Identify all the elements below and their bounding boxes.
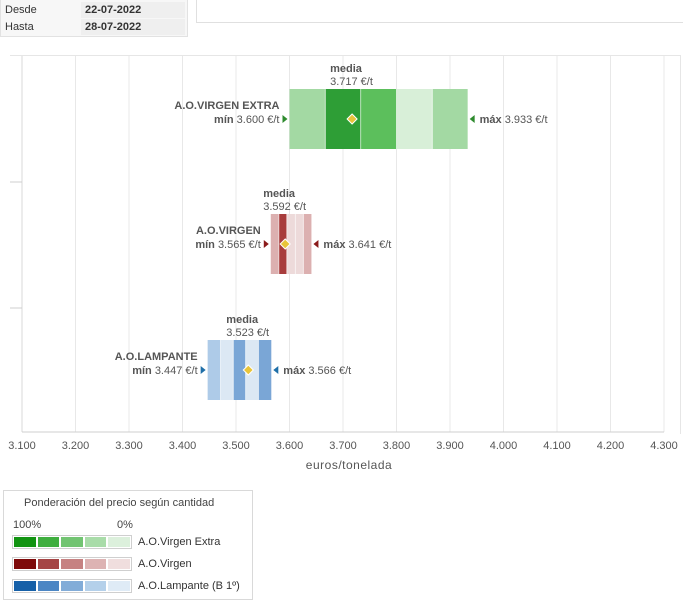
legend-item: A.O.Virgen Extra: [12, 535, 252, 551]
desde-row: Desde 22-07-2022: [1, 2, 187, 18]
x-tick-label: 4.300: [650, 440, 678, 452]
range-band: [295, 214, 304, 274]
legend-swatch-segment: [14, 581, 36, 591]
hasta-value[interactable]: 28-07-2022: [81, 19, 185, 35]
date-filter-panel: Desde 22-07-2022 Hasta 28-07-2022: [0, 0, 188, 37]
x-tick-label: 3.500: [222, 440, 250, 452]
max-marker: [273, 366, 279, 374]
x-tick-label: 3.200: [62, 440, 90, 452]
mean-value-label: 3.523 €/t: [226, 327, 269, 339]
range-band: [233, 340, 246, 400]
legend-swatch-segment: [84, 559, 107, 569]
max-marker: [469, 115, 475, 123]
top-panel: [196, 0, 683, 23]
x-axis-label: euros/tonelada: [306, 458, 392, 472]
mean-marker: [279, 238, 291, 250]
legend-title: Ponderación del precio según cantidad: [24, 497, 215, 509]
x-tick-label: 3.800: [383, 440, 411, 452]
range-band: [303, 214, 312, 274]
legend-swatch: [12, 535, 132, 549]
mean-value-label: 3.717 €/t: [330, 76, 373, 88]
legend-swatch-segment: [37, 581, 60, 591]
legend-item-label: A.O.Virgen Extra: [138, 536, 221, 548]
legend-swatch-segment: [84, 537, 107, 547]
legend-swatch-segment: [108, 559, 130, 569]
legend-swatch-segment: [108, 581, 130, 591]
mean-marker: [242, 364, 255, 376]
price-range-chart: 3.100 3.200 3.300 3.400 3.500 3.600 3.700 3.800…: [8, 56, 678, 472]
range-band: [360, 89, 397, 149]
max-value-label: máx 3.641 €/t: [323, 239, 391, 251]
legend-item-label: A.O.Lampante (B 1º): [138, 580, 240, 592]
series-name: A.O.LAMPANTE: [115, 351, 198, 363]
range-band: [258, 340, 272, 400]
legend-swatch-segment: [61, 559, 83, 569]
mean-value-label: 3.592 €/t: [263, 201, 306, 213]
range-band: [432, 89, 468, 149]
min-marker: [200, 366, 206, 374]
legend-panel: Ponderación del precio según cantidad 10…: [3, 490, 253, 600]
legend-swatch-segment: [37, 537, 60, 547]
x-tick-label: 4.200: [597, 440, 625, 452]
legend-swatch: [12, 579, 132, 593]
range-band: [289, 89, 326, 149]
hasta-row: Hasta 28-07-2022: [1, 19, 187, 35]
min-value-label: mín 3.600 €/t: [214, 114, 279, 126]
min-marker: [263, 240, 269, 248]
series-name: A.O.VIRGEN EXTRA: [174, 100, 279, 112]
legend-swatch: [12, 557, 132, 571]
mean-marker: [346, 113, 358, 125]
max-marker: [313, 240, 319, 248]
mean-title-label: media: [226, 314, 259, 326]
mean-title-label: media: [330, 63, 363, 75]
legend-100-label: 100%: [13, 519, 42, 531]
legend-swatch-segment: [61, 581, 83, 591]
x-tick-label: 3.600: [276, 440, 304, 452]
x-tick-label: 3.900: [436, 440, 464, 452]
legend-swatch-segment: [37, 559, 60, 569]
chart-frame: [10, 55, 681, 434]
min-value-label: mín 3.447 €/t: [132, 365, 197, 377]
x-tick-label: 4.000: [490, 440, 518, 452]
legend-item: A.O.Lampante (B 1º): [12, 579, 252, 595]
mean-title-label: media: [263, 188, 296, 200]
legend-swatch-segment: [14, 537, 36, 547]
legend-swatch-segment: [61, 537, 83, 547]
legend-swatch-segment: [14, 559, 36, 569]
legend-0-label: 0%: [117, 519, 133, 531]
legend-item-label: A.O.Virgen: [138, 558, 192, 570]
series-name: A.O.VIRGEN: [196, 225, 261, 237]
range-band: [396, 89, 433, 149]
range-band: [220, 340, 234, 400]
x-tick-label: 4.100: [543, 440, 571, 452]
x-tick-label: 3.400: [169, 440, 197, 452]
x-tick-label: 3.700: [329, 440, 357, 452]
max-value-label: máx 3.933 €/t: [480, 114, 548, 126]
min-value-label: mín 3.565 €/t: [195, 239, 260, 251]
x-tick-label: 3.300: [115, 440, 143, 452]
range-band: [207, 340, 221, 400]
range-band: [270, 214, 279, 274]
hasta-label: Hasta: [5, 21, 34, 33]
max-value-label: máx 3.566 €/t: [283, 365, 351, 377]
legend-swatch-segment: [108, 537, 130, 547]
min-marker: [282, 115, 288, 123]
x-tick-label: 3.100: [8, 440, 36, 452]
desde-value[interactable]: 22-07-2022: [81, 2, 185, 18]
legend-swatch-segment: [84, 581, 107, 591]
desde-label: Desde: [5, 4, 37, 16]
legend-item: A.O.Virgen: [12, 557, 252, 573]
range-band: [286, 214, 296, 274]
